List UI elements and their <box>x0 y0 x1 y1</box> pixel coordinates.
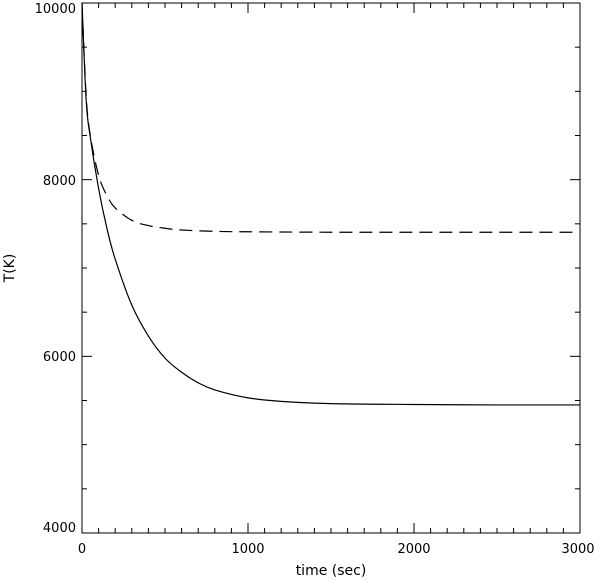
tick-marks <box>81 2 581 534</box>
solid-curve <box>81 2 581 406</box>
x-tick-label-3: 3000 <box>561 542 594 557</box>
x-tick-label-1: 1000 <box>231 542 264 557</box>
y-tick-label-0: 4000 <box>43 521 76 536</box>
x-tick-label-0: 0 <box>78 542 86 557</box>
y-tick-label-1: 6000 <box>43 350 76 365</box>
y-axis-label: T(K) <box>2 254 18 284</box>
x-tick-label-2: 2000 <box>397 542 430 557</box>
series-layer <box>81 2 581 406</box>
dashed-curve <box>81 2 580 233</box>
y-tick-label-2: 8000 <box>43 174 76 189</box>
plot-frame <box>81 2 581 534</box>
y-tick-label-3: 10000 <box>35 2 76 17</box>
x-axis-label: time (sec) <box>296 563 367 579</box>
